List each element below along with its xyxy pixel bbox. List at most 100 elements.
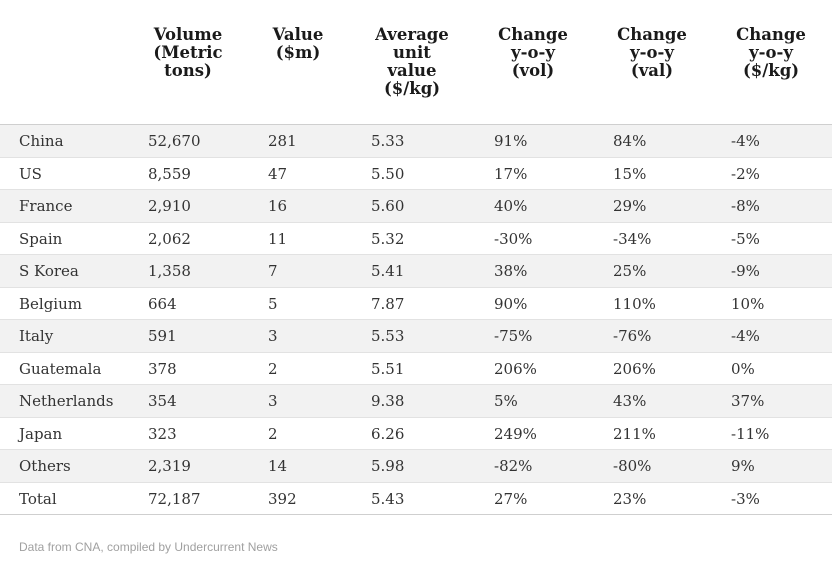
header-change-price: Change y-o-y ($/kg) [736, 25, 806, 80]
cell-volume: 591 [148, 327, 177, 345]
cell-change-vol: 91% [494, 132, 528, 150]
cell-change-vol: 17% [494, 164, 528, 183]
cell-volume: 8,559 [148, 164, 191, 183]
cell-change-val: 206% [613, 359, 656, 378]
table-row: Netherlands 354 3 9.38 5% 43% 37% [0, 385, 832, 418]
header-value: Value ($m) [272, 25, 324, 62]
cell-change-val: -76% [613, 327, 652, 345]
header-change-val: Change y-o-y (val) [617, 25, 687, 80]
table-body: China 52,670 281 5.33 91% 84% -4% US 8,559 47 5.50… [0, 125, 832, 515]
cell-avg-unit-value: 5.53 [371, 327, 405, 345]
table-row: Spain 2,062 11 5.32 -30% -34% -5% [0, 223, 832, 255]
table-row: S Korea 1,358 7 5.41 38% 25% -9% [0, 255, 832, 288]
cell-change-val: 211% [613, 424, 656, 443]
cell-change-price: -4% [731, 327, 760, 345]
cell-change-vol: -30% [494, 229, 533, 248]
cell-value: 5 [268, 294, 278, 313]
cell-volume: 323 [148, 424, 177, 443]
cell-change-vol: 27% [494, 489, 528, 508]
cell-volume: 2,062 [148, 229, 191, 248]
table-row: US 8,559 47 5.50 17% 15% -2% [0, 158, 832, 190]
table-row: Japan 323 2 6.26 249% 211% -11% [0, 418, 832, 450]
cell-volume: 2,910 [148, 197, 191, 215]
cell-change-val: -80% [613, 457, 652, 475]
cell-change-price: 0% [731, 359, 755, 378]
cell-country: China [19, 132, 64, 150]
cell-change-val: 23% [613, 489, 647, 508]
cell-volume: 52,670 [148, 132, 201, 150]
cell-change-val: 110% [613, 294, 656, 313]
cell-change-price: -11% [731, 424, 770, 443]
cell-change-vol: 90% [494, 294, 528, 313]
cell-country: Total [19, 489, 57, 508]
cell-value: 3 [268, 327, 278, 345]
cell-volume: 354 [148, 392, 177, 410]
cell-avg-unit-value: 5.43 [371, 489, 405, 508]
cell-change-price: -8% [731, 197, 760, 215]
cell-change-vol: 249% [494, 424, 537, 443]
table-row: Others 2,319 14 5.98 -82% -80% 9% [0, 450, 832, 483]
cell-avg-unit-value: 5.33 [371, 132, 405, 150]
cell-volume: 378 [148, 359, 177, 378]
cell-value: 11 [268, 229, 288, 248]
cell-country: Netherlands [19, 392, 114, 410]
header-average-unit-value: Average unit value ($/kg) [375, 25, 449, 98]
cell-country: Others [19, 457, 71, 475]
cell-avg-unit-value: 5.60 [371, 197, 405, 215]
cell-volume: 2,319 [148, 457, 191, 475]
cell-value: 47 [268, 164, 288, 183]
cell-change-vol: 206% [494, 359, 537, 378]
cell-change-val: 15% [613, 164, 647, 183]
cell-value: 2 [268, 359, 278, 378]
cell-change-val: 29% [613, 197, 647, 215]
cell-change-price: 10% [731, 294, 765, 313]
cell-avg-unit-value: 9.38 [371, 392, 405, 410]
cell-avg-unit-value: 7.87 [371, 294, 405, 313]
cell-avg-unit-value: 6.26 [371, 424, 405, 443]
cell-change-val: 84% [613, 132, 647, 150]
cell-country: S Korea [19, 262, 79, 280]
table-row: France 2,910 16 5.60 40% 29% -8% [0, 190, 832, 223]
cell-change-val: 43% [613, 392, 647, 410]
header-volume: Volume (Metric tons) [153, 25, 223, 80]
cell-change-price: -9% [731, 262, 760, 280]
cell-country: US [19, 164, 42, 183]
cell-change-vol: -82% [494, 457, 533, 475]
table-row: Italy 591 3 5.53 -75% -76% -4% [0, 320, 832, 353]
cell-value: 3 [268, 392, 278, 410]
header-change-vol: Change y-o-y (vol) [498, 25, 568, 80]
cell-value: 2 [268, 424, 278, 443]
cell-volume: 664 [148, 294, 177, 313]
cell-value: 16 [268, 197, 288, 215]
table-row: Belgium 664 5 7.87 90% 110% 10% [0, 288, 832, 320]
cell-volume: 72,187 [148, 489, 201, 508]
cell-value: 7 [268, 262, 278, 280]
cell-avg-unit-value: 5.41 [371, 262, 405, 280]
cell-change-price: -2% [731, 164, 760, 183]
cell-country: Guatemala [19, 359, 102, 378]
cell-change-vol: 40% [494, 197, 528, 215]
source-note: Data from CNA, compiled by Undercurrent … [19, 540, 278, 554]
table-row: Total 72,187 392 5.43 27% 23% -3% [0, 483, 832, 515]
table-row: Guatemala 378 2 5.51 206% 206% 0% [0, 353, 832, 385]
cell-change-price: 9% [731, 457, 755, 475]
data-table: Volume (Metric tons) Value ($m) Average … [0, 0, 832, 515]
table-header: Volume (Metric tons) Value ($m) Average … [0, 0, 832, 125]
cell-avg-unit-value: 5.32 [371, 229, 405, 248]
cell-value: 14 [268, 457, 288, 475]
cell-change-vol: 5% [494, 392, 518, 410]
cell-value: 281 [268, 132, 297, 150]
cell-country: Italy [19, 327, 54, 345]
cell-avg-unit-value: 5.50 [371, 164, 405, 183]
cell-change-price: -4% [731, 132, 760, 150]
cell-change-vol: -75% [494, 327, 533, 345]
cell-avg-unit-value: 5.51 [371, 359, 405, 378]
cell-country: Belgium [19, 294, 82, 313]
cell-change-price: -3% [731, 489, 760, 508]
cell-change-val: 25% [613, 262, 647, 280]
cell-change-vol: 38% [494, 262, 528, 280]
cell-volume: 1,358 [148, 262, 191, 280]
cell-country: Japan [19, 424, 63, 443]
cell-change-price: -5% [731, 229, 760, 248]
cell-change-val: -34% [613, 229, 652, 248]
